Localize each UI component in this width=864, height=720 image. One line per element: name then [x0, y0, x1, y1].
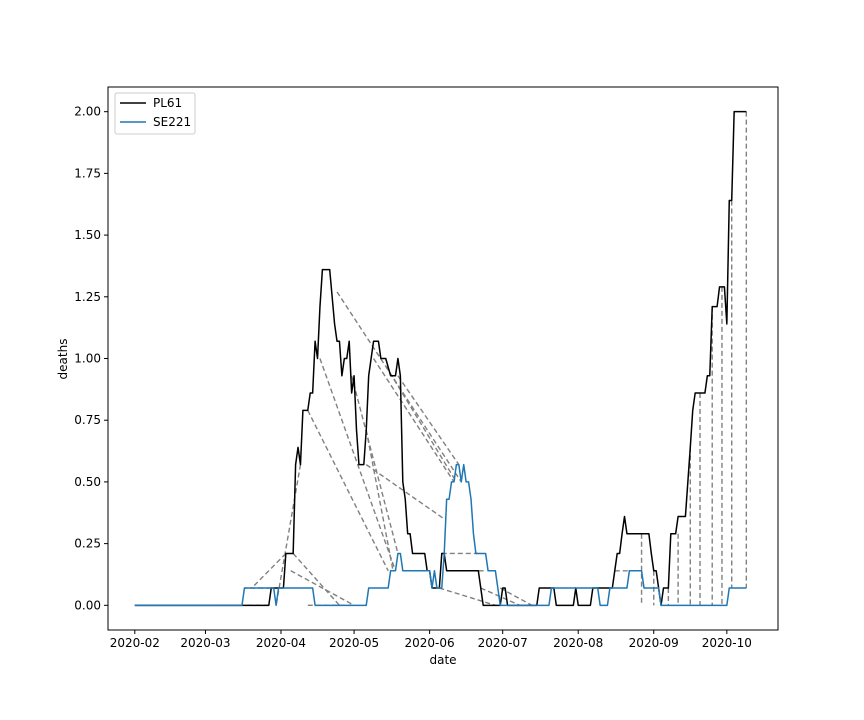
y-tick-label: 0.25 [74, 537, 101, 551]
alignment-line [397, 375, 460, 466]
alignment-line [385, 365, 457, 483]
x-tick-label: 2020-03 [180, 636, 230, 650]
y-tick-label: 1.50 [74, 228, 101, 242]
x-tick-label: 2020-06 [405, 636, 455, 650]
legend-label-se221: SE221 [153, 115, 191, 129]
x-tick-label: 2020-10 [702, 636, 752, 650]
y-tick-label: 2.00 [74, 105, 101, 119]
y-tick-label: 1.00 [74, 352, 101, 366]
alignment-line [319, 358, 397, 571]
x-axis-ticks: 2020-02 2020-03 2020-04 2020-05 2020-06 2020-… [110, 630, 752, 650]
alignment-line [480, 587, 521, 606]
legend-label-pl61: PL61 [153, 96, 182, 110]
alignment-line [499, 587, 533, 606]
plot-area-frame [107, 86, 779, 631]
alignment-line [292, 553, 340, 606]
x-tick-label: 2020-07 [478, 636, 528, 650]
series-line-se221 [134, 463, 747, 607]
y-axis-label: deaths [56, 339, 70, 380]
x-tick-label: 2020-04 [256, 636, 306, 650]
alignment-line [290, 570, 355, 606]
alignment-line [350, 375, 399, 554]
series-lines [134, 110, 747, 607]
alignment-line [365, 429, 394, 571]
alignment-line [251, 552, 287, 589]
y-tick-label: 1.75 [74, 166, 101, 180]
alignment-line [372, 358, 455, 483]
legend: PL61 SE221 [114, 92, 196, 135]
x-axis-label: date [429, 653, 456, 667]
alignment-line [307, 410, 389, 572]
y-tick-label: 0.00 [74, 598, 101, 612]
x-tick-label: 2020-08 [553, 636, 603, 650]
alignment-line [275, 464, 302, 606]
series-line-pl61 [134, 110, 747, 607]
y-tick-label: 1.25 [74, 290, 101, 304]
y-tick-label: 0.75 [74, 413, 101, 427]
alignment-line [365, 464, 445, 520]
alignment-lines [215, 111, 748, 607]
y-tick-label: 0.50 [74, 475, 101, 489]
alignment-line [439, 587, 496, 606]
x-tick-label: 2020-02 [110, 636, 160, 650]
x-tick-label: 2020-05 [329, 636, 379, 650]
y-axis-ticks: 0.00 0.25 0.50 0.75 1.00 1.25 1.50 1.75 2.00 [74, 105, 108, 612]
x-tick-label: 2020-09 [629, 636, 679, 650]
